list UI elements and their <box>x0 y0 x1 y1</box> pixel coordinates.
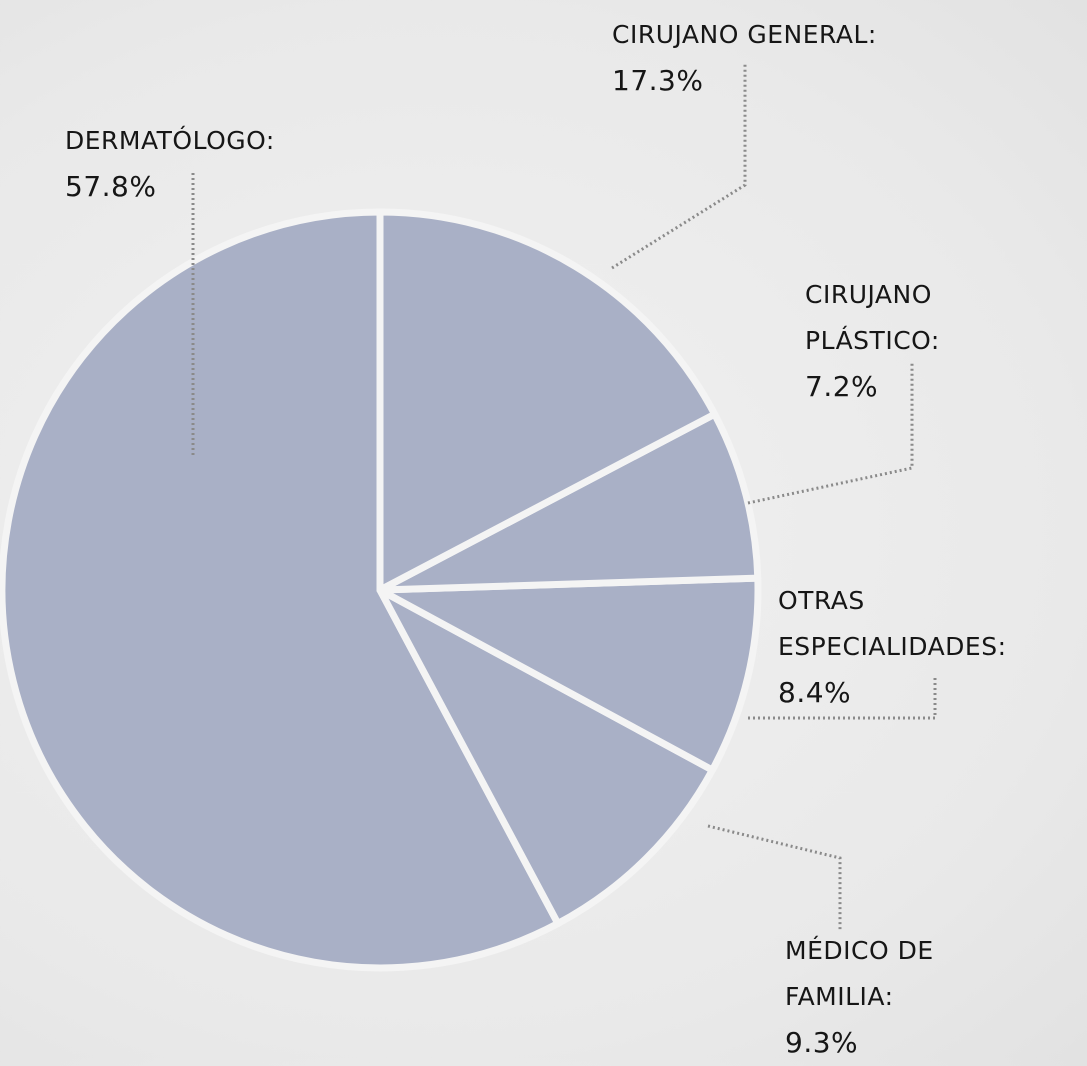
category-label: CIRUJANO GENERAL: <box>612 12 1082 58</box>
slice-label: DERMATÓLOGO:57.8% <box>65 118 385 210</box>
slice-label: MÉDICO DE FAMILIA:9.3% <box>785 928 985 1066</box>
leader-line <box>708 826 840 930</box>
slice-label: OTRAS ESPECIALIDADES:8.4% <box>778 578 1087 716</box>
value-label: 17.3% <box>612 58 1082 104</box>
category-label: MÉDICO DE FAMILIA: <box>785 928 985 1020</box>
category-label: DERMATÓLOGO: <box>65 118 385 164</box>
page: {"chart_data": {"type": "pie", "categori… <box>0 0 1087 1057</box>
value-label: 8.4% <box>778 670 1087 716</box>
value-label: 9.3% <box>785 1020 985 1066</box>
category-label: CIRUJANO PLÁSTICO: <box>805 272 995 364</box>
category-label: OTRAS ESPECIALIDADES: <box>778 578 1087 670</box>
slice-label: CIRUJANO GENERAL:17.3% <box>612 12 1082 104</box>
value-label: 7.2% <box>805 364 995 410</box>
value-label: 57.8% <box>65 164 385 210</box>
slice-label: CIRUJANO PLÁSTICO:7.2% <box>805 272 995 410</box>
